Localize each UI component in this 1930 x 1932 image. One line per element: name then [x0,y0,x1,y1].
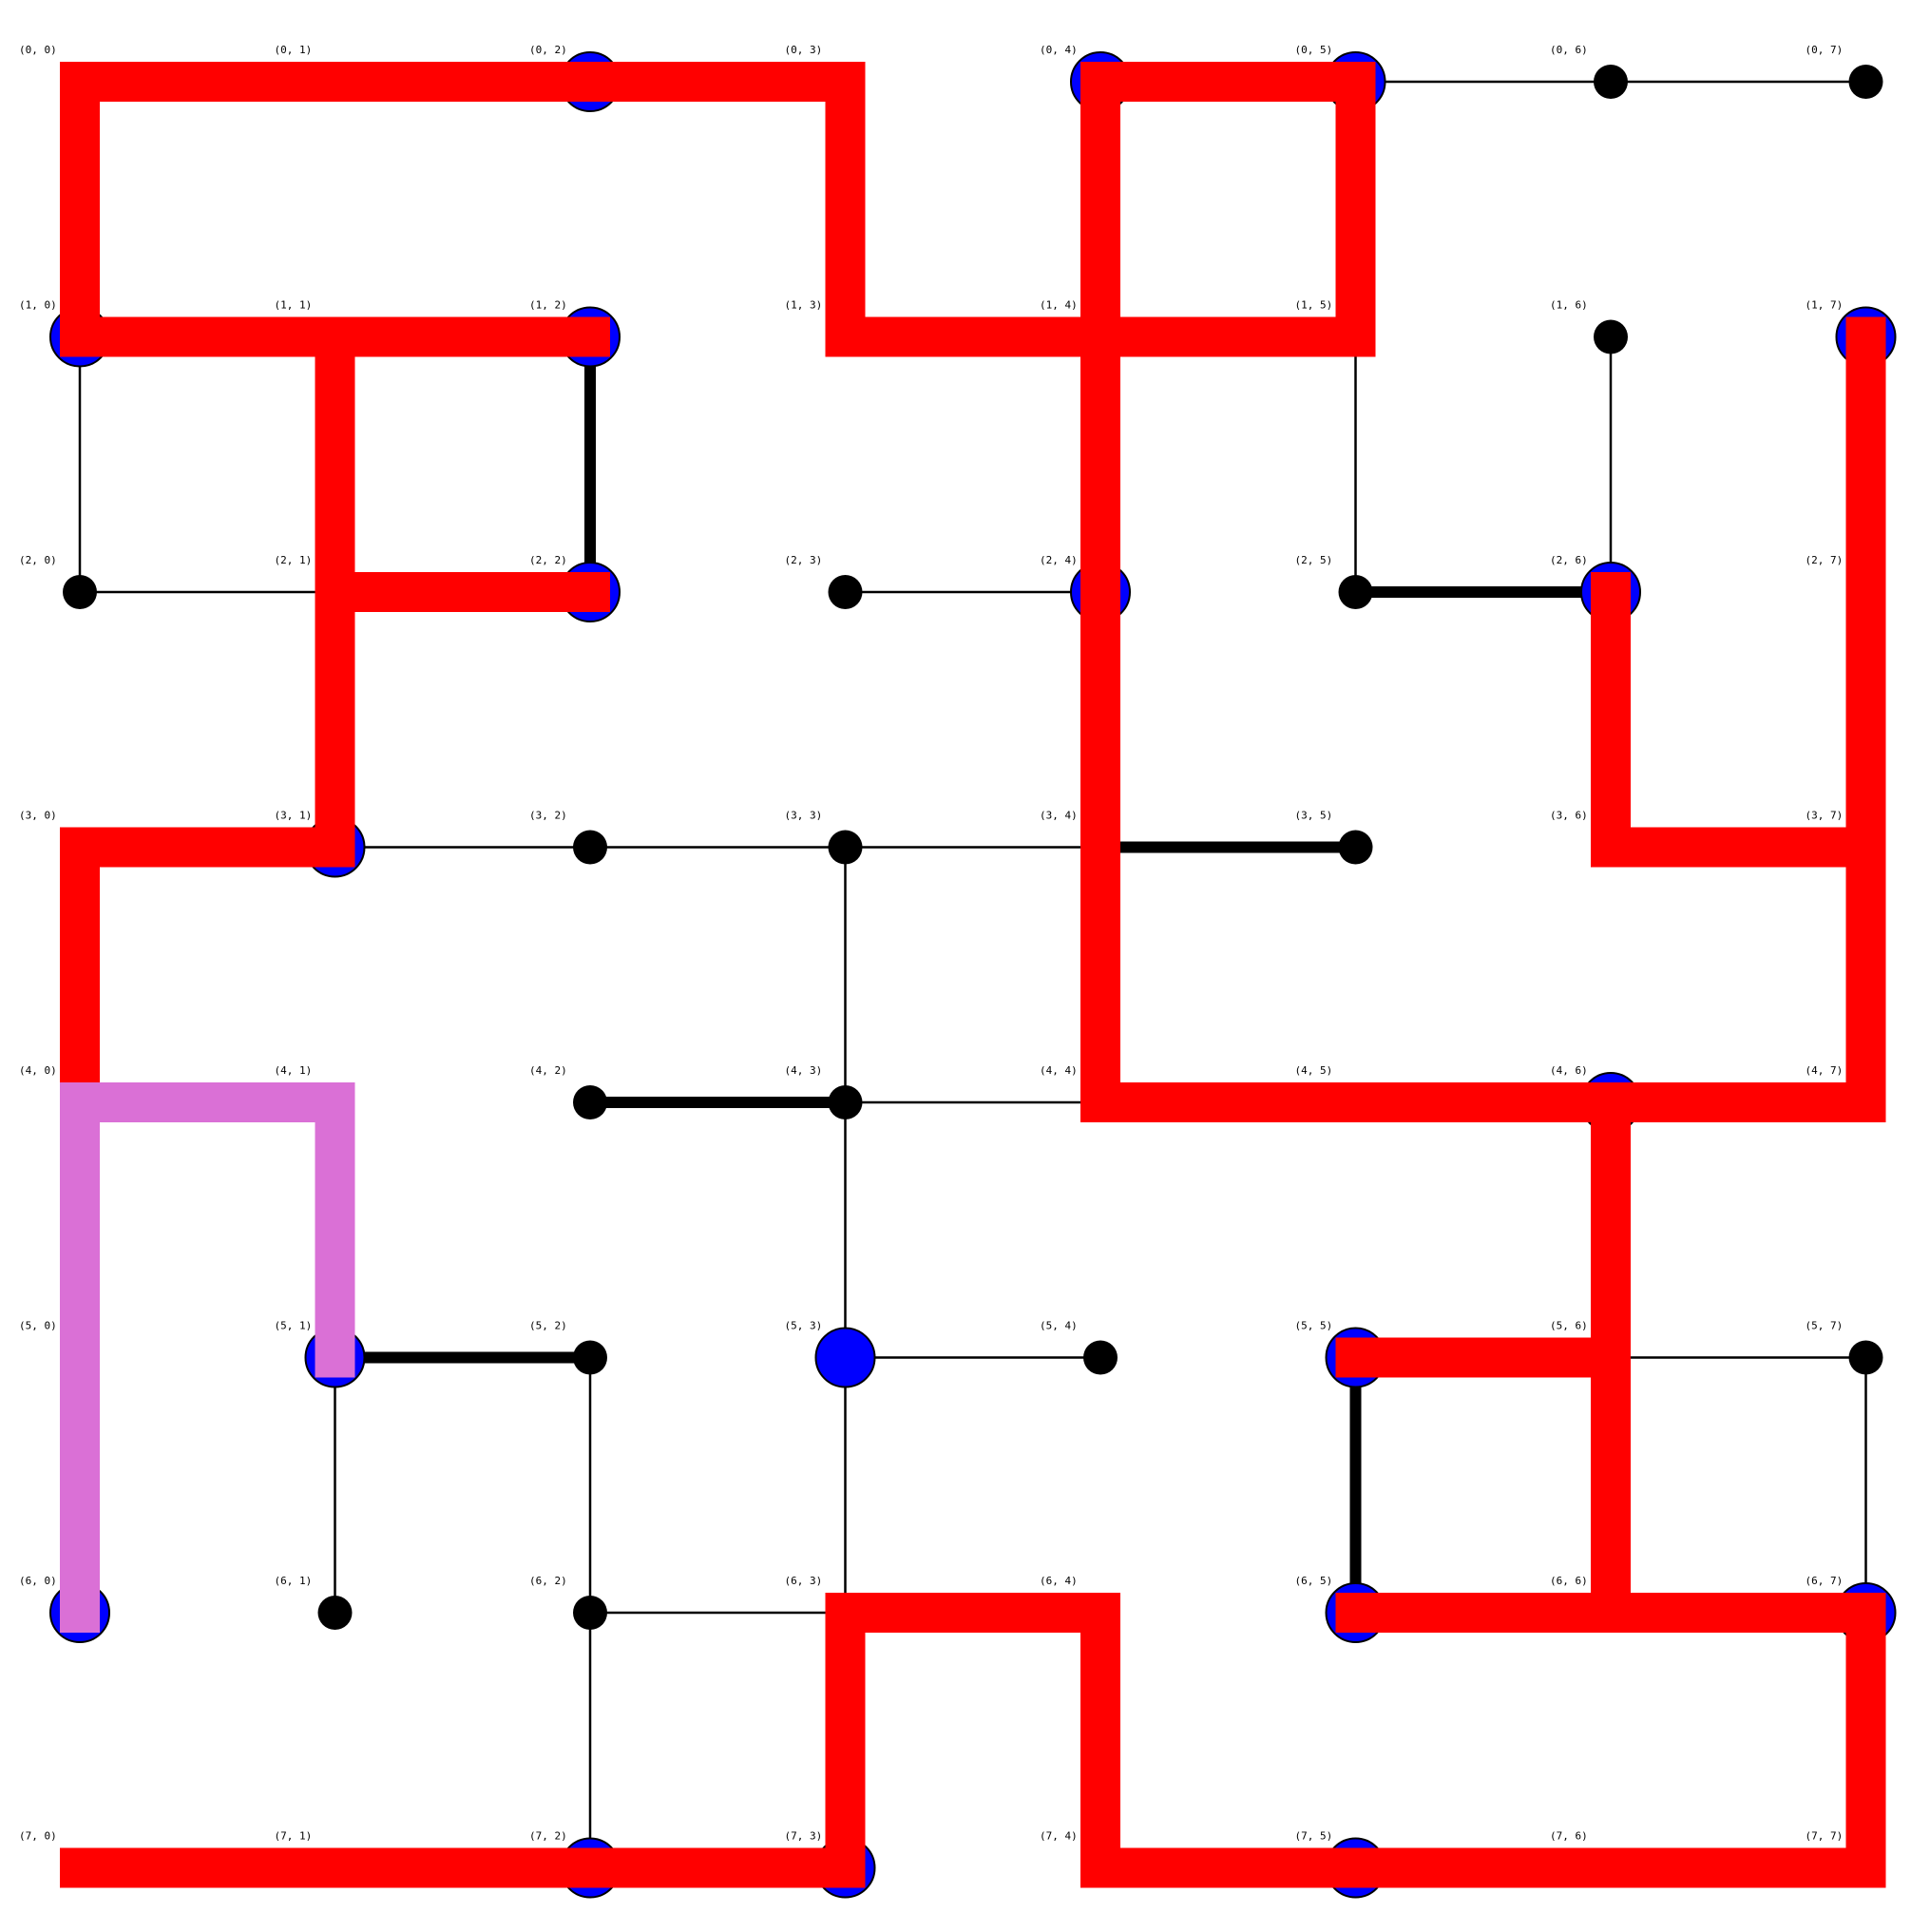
node-label-6-7: (6, 7) [1806,1575,1844,1587]
node-label-2-6: (2, 6) [1550,554,1588,566]
node-label-2-4: (2, 4) [1040,554,1078,566]
node-label-1-2: (1, 2) [529,299,567,312]
node-label-2-0: (2, 0) [19,554,57,566]
node-5-7 [1848,1340,1883,1375]
node-label-7-0: (7, 0) [19,1830,57,1843]
node-label-4-5: (4, 5) [1295,1064,1333,1077]
node-label-3-5: (3, 5) [1295,810,1333,822]
node-label-0-0: (0, 0) [19,44,57,56]
node-label-3-4: (3, 4) [1040,810,1078,822]
node-label-0-3: (0, 3) [785,44,823,56]
node-label-6-2: (6, 2) [529,1575,567,1587]
node-label-7-5: (7, 5) [1295,1830,1333,1843]
node-label-1-5: (1, 5) [1295,299,1333,312]
red-path-layer [60,62,1886,1888]
node-4-2 [573,1085,607,1119]
node-label-6-3: (6, 3) [785,1575,823,1587]
node-2-5 [1338,575,1373,609]
node-label-6-1: (6, 1) [275,1575,313,1587]
node-label-2-5: (2, 5) [1295,554,1333,566]
node-label-5-5: (5, 5) [1295,1320,1333,1332]
thick-edges-layer [334,336,1611,1613]
node-label-5-2: (5, 2) [529,1320,567,1332]
node-label-1-7: (1, 7) [1806,299,1844,312]
node-2-3 [828,575,863,609]
node-3-2 [573,830,607,865]
node-2-0 [63,575,97,609]
node-label-7-6: (7, 6) [1550,1830,1588,1843]
node-label-0-6: (0, 6) [1550,44,1588,56]
node-label-1-6: (1, 6) [1550,299,1588,312]
node-label-4-3: (4, 3) [785,1064,823,1077]
node-label-6-4: (6, 4) [1040,1575,1078,1587]
node-label-4-0: (4, 0) [19,1064,57,1077]
node-label-1-0: (1, 0) [19,299,57,312]
node-6-1 [317,1596,353,1630]
node-label-3-6: (3, 6) [1550,810,1588,822]
node-label-3-1: (3, 1) [275,810,313,822]
node-label-0-1: (0, 1) [275,44,313,56]
thin-edges-layer [78,80,1867,1868]
node-6-2 [573,1596,607,1630]
node-label-6-6: (6, 6) [1550,1575,1588,1587]
node-label-7-1: (7, 1) [275,1830,313,1843]
node-4-3 [828,1085,863,1119]
node-label-3-3: (3, 3) [785,810,823,822]
node-label-3-2: (3, 2) [529,810,567,822]
node-label-4-6: (4, 6) [1550,1064,1588,1077]
node-label-0-5: (0, 5) [1295,44,1333,56]
pink-path-layer [60,1082,355,1633]
node-label-7-2: (7, 2) [529,1830,567,1843]
node-label-5-6: (5, 6) [1550,1320,1588,1332]
node-5-2 [573,1340,607,1375]
node-label-5-7: (5, 7) [1806,1320,1844,1332]
node-5-4 [1083,1340,1118,1375]
node-label-5-4: (5, 4) [1040,1320,1078,1332]
node-label-7-3: (7, 3) [785,1830,823,1843]
node-3-3 [828,830,863,865]
node-label-6-5: (6, 5) [1295,1575,1333,1587]
node-label-1-3: (1, 3) [785,299,823,312]
node-label-4-4: (4, 4) [1040,1064,1078,1077]
node-label-2-7: (2, 7) [1806,554,1844,566]
node-label-2-3: (2, 3) [785,554,823,566]
node-label-0-2: (0, 2) [529,44,567,56]
node-0-6 [1594,65,1628,99]
node-labels-layer: (0, 0) (0, 1) (0, 2) (0, 3) (0, 4) (0, 5) (0, … [19,44,1843,1843]
highlight-node-5-3 [814,1327,876,1388]
node-label-2-1: (2, 1) [275,554,313,566]
node-1-6 [1594,319,1628,354]
node-3-5 [1338,830,1373,865]
node-label-5-0: (5, 0) [19,1320,57,1332]
node-label-4-1: (4, 1) [275,1064,313,1077]
node-label-4-7: (4, 7) [1806,1064,1844,1077]
node-label-0-4: (0, 4) [1040,44,1078,56]
node-label-1-1: (1, 1) [275,299,313,312]
node-label-5-1: (5, 1) [275,1320,313,1332]
node-label-4-2: (4, 2) [529,1064,567,1077]
node-label-7-4: (7, 4) [1040,1830,1078,1843]
node-label-5-3: (5, 3) [785,1320,823,1332]
node-label-1-4: (1, 4) [1040,299,1078,312]
node-label-0-7: (0, 7) [1806,44,1844,56]
node-label-2-2: (2, 2) [529,554,567,566]
node-0-7 [1848,65,1883,99]
node-label-6-0: (6, 0) [19,1575,57,1587]
node-label-7-7: (7, 7) [1806,1830,1844,1843]
node-label-3-7: (3, 7) [1806,810,1844,822]
node-label-3-0: (3, 0) [19,810,57,822]
